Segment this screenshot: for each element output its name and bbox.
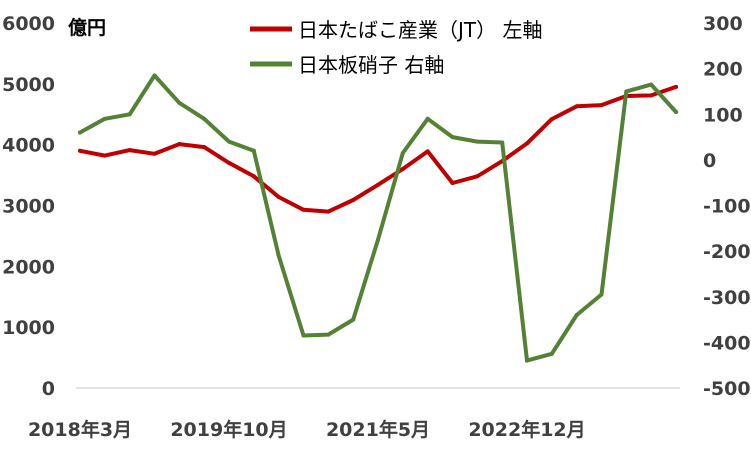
data-point-2: [301, 333, 306, 338]
left-tick-label: 6000: [2, 13, 55, 35]
data-point-1: [102, 153, 107, 158]
data-point-1: [227, 160, 231, 165]
data-point-1: [127, 148, 132, 153]
data-point-1: [376, 182, 380, 187]
right-tick-label: -200: [703, 241, 751, 263]
data-point-1: [177, 142, 182, 147]
data-point-1: [525, 141, 529, 146]
right-tick-label: 100: [703, 104, 743, 126]
series-layer: [78, 73, 678, 363]
data-point-1: [152, 151, 157, 156]
data-point-1: [674, 84, 678, 89]
data-point-2: [574, 313, 579, 317]
right-tick-label: -400: [703, 332, 751, 354]
left-tick-label: 2000: [2, 256, 55, 278]
data-point-2: [351, 317, 356, 322]
data-point-2: [400, 151, 405, 156]
data-point-2: [475, 139, 480, 144]
data-point-1: [202, 145, 207, 150]
data-point-1: [574, 104, 579, 109]
right-tick-label: 300: [703, 13, 743, 35]
data-point-1: [351, 198, 356, 203]
data-point-2: [102, 116, 107, 121]
data-point-1: [425, 149, 430, 154]
data-point-2: [425, 116, 430, 121]
data-point-1: [599, 103, 604, 108]
series-line-1: [78, 84, 678, 214]
data-point-2: [78, 130, 82, 135]
data-point-2: [649, 82, 654, 87]
x-tick-label: 2022年12月: [468, 418, 585, 441]
right-axis-ticks: -500 -400 -300 -200 -100 0 100 200 300: [703, 13, 751, 400]
right-tick-label: 200: [703, 59, 743, 81]
x-tick-label: 2018年3月: [28, 418, 132, 441]
left-axis-ticks: 0 1000 2000 3000 4000 5000 6000: [2, 13, 55, 400]
data-point-1: [326, 209, 331, 214]
data-point-1: [276, 194, 281, 199]
data-point-1: [251, 174, 256, 179]
left-tick-label: 3000: [2, 196, 55, 218]
data-point-2: [251, 148, 256, 153]
data-point-1: [475, 174, 480, 179]
left-tick-label: 4000: [2, 135, 55, 157]
data-point-2: [152, 73, 157, 78]
data-point-2: [202, 116, 207, 121]
data-point-2: [624, 89, 629, 94]
left-tick-label: 1000: [2, 317, 55, 339]
data-point-2: [376, 237, 380, 242]
data-point-2: [500, 140, 505, 145]
data-point-1: [78, 148, 82, 153]
data-point-2: [599, 292, 604, 297]
data-point-2: [227, 139, 231, 144]
data-point-1: [649, 93, 654, 98]
data-point-1: [301, 207, 306, 212]
left-tick-label: 0: [42, 378, 55, 400]
right-tick-label: -100: [703, 196, 751, 218]
right-tick-label: -300: [703, 287, 751, 309]
data-point-2: [549, 351, 554, 356]
left-tick-label: 5000: [2, 74, 55, 96]
right-tick-label: -500: [703, 378, 751, 400]
data-point-2: [326, 332, 331, 337]
x-tick-label: 2019年10月: [170, 418, 287, 441]
legend-label-2: 日本板硝子 右軸: [298, 53, 444, 77]
left-axis-unit: 億円: [68, 16, 106, 39]
data-point-1: [400, 167, 405, 171]
data-point-2: [525, 358, 529, 363]
series-line-2: [78, 73, 678, 363]
data-point-1: [450, 180, 455, 185]
data-point-2: [674, 109, 678, 114]
data-point-2: [276, 253, 281, 258]
data-point-2: [127, 112, 132, 117]
legend-label-1: 日本たばこ産業（JT） 左軸: [298, 18, 542, 42]
data-point-1: [549, 117, 554, 122]
right-tick-label: 0: [703, 150, 716, 172]
x-axis-ticks: 2018年3月 2019年10月 2021年5月 2022年12月: [28, 418, 586, 441]
data-point-2: [177, 100, 182, 105]
data-point-2: [450, 135, 455, 140]
x-tick-label: 2021年5月: [326, 418, 430, 441]
